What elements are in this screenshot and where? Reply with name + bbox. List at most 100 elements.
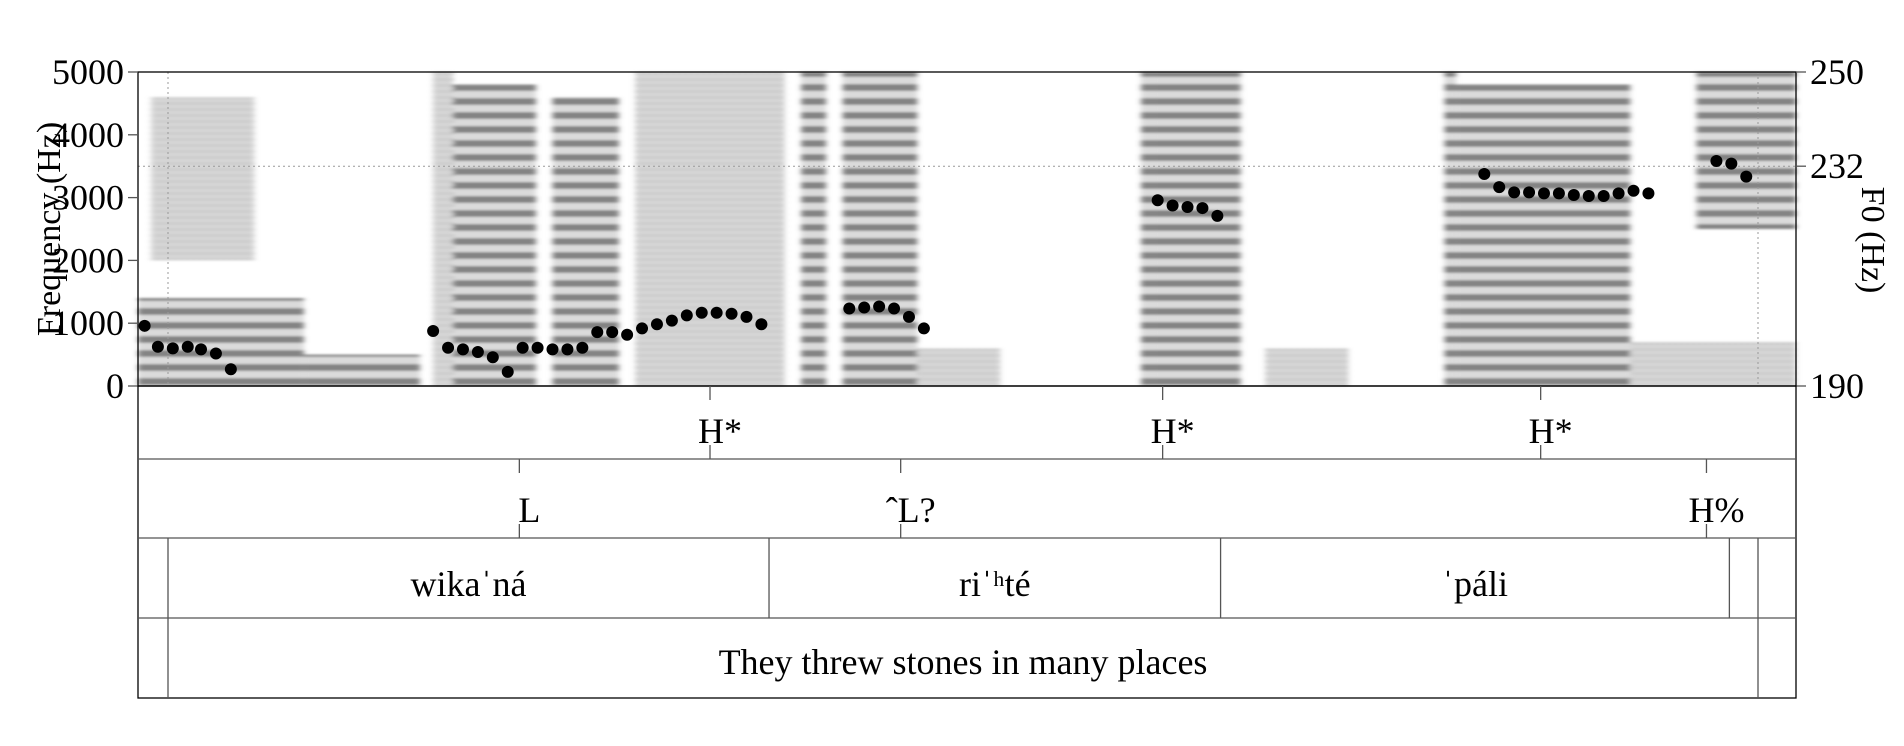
frequency-axis: 0 1000 2000 3000 4000 5000 [52, 52, 138, 406]
f0-point [606, 326, 619, 339]
f0-tick-label: 232 [1810, 146, 1864, 186]
translation-text: They threw stones in many places [719, 642, 1208, 682]
f0-point [224, 363, 237, 376]
f0-axis: 190 232 250 [1796, 52, 1864, 406]
f0-point [1493, 181, 1506, 194]
f0-point [917, 322, 930, 335]
f0-point [1597, 190, 1610, 203]
f0-point [873, 300, 886, 313]
f0-point [427, 325, 440, 338]
boundary-tone-tier: L ˆL? H% [518, 459, 1744, 538]
f0-point [902, 310, 915, 323]
f0-point [1710, 154, 1723, 167]
f0-point [695, 306, 708, 319]
f0-point [209, 347, 222, 360]
tone-label: H* [1151, 411, 1195, 451]
spectrogram-band [1456, 84, 1631, 386]
boundary-label: ˆL? [886, 490, 936, 530]
f0-tick-label: 250 [1810, 52, 1864, 92]
spectrogram-band [1696, 72, 1796, 229]
tone-label: H* [1529, 411, 1573, 451]
spectrogram-band [453, 84, 536, 386]
f0-point [1181, 201, 1194, 214]
word-tier: wikaˈná riˈʰté ˈpáli [167, 538, 1759, 618]
frequency-tick-label: 5000 [52, 52, 124, 92]
f0-point [1567, 188, 1580, 201]
word-label: wikaˈná [411, 564, 527, 604]
spectrogram-band [635, 72, 785, 386]
tier-frame [137, 385, 1797, 699]
spectrogram-band [433, 72, 454, 386]
f0-point [888, 302, 901, 315]
frequency-axis-title: Frequency (Hz) [31, 122, 68, 336]
tone-tier: H* H* H* [698, 386, 1573, 459]
f0-point [1642, 187, 1655, 200]
f0-point [531, 341, 544, 354]
spectrogram-band [552, 97, 619, 387]
f0-point [636, 322, 649, 335]
tone-label: H* [698, 411, 742, 451]
boundary-label: L [518, 490, 540, 530]
spectrogram-band [801, 72, 827, 386]
frequency-tick-label: 2000 [52, 240, 124, 280]
spectrogram-band [842, 72, 918, 386]
f0-point [471, 345, 484, 358]
f0-point [665, 314, 678, 327]
f0-point [181, 340, 194, 353]
f0-point [138, 319, 151, 332]
f0-point [1552, 187, 1565, 200]
spectrogram-band [1444, 72, 1457, 386]
frequency-tick-label: 1000 [52, 303, 124, 343]
f0-point [755, 318, 768, 331]
f0-point [1523, 186, 1536, 199]
f0-point [858, 301, 871, 314]
f0-point [740, 310, 753, 323]
f0-point [1537, 187, 1550, 200]
spectrogram-band [1630, 342, 1796, 386]
f0-point [561, 343, 574, 356]
f0-tick-label: 190 [1810, 366, 1864, 406]
f0-point [1627, 184, 1640, 197]
f0-point [650, 318, 663, 331]
f0-point [576, 341, 589, 354]
annotation-tiers: H* H* H* L ˆL? H% wikaˈná riˈʰté ˈpáli They th… [137, 385, 1797, 699]
f0-point [591, 326, 604, 339]
spectrogram-energy [138, 72, 1796, 387]
f0-point [1211, 209, 1224, 222]
frequency-tick-label: 3000 [52, 178, 124, 218]
f0-point [1196, 202, 1209, 215]
spectrogram-band [1141, 72, 1153, 386]
f0-point [516, 341, 529, 354]
f0-point [1166, 199, 1179, 212]
translation-tier: They threw stones in many places [167, 618, 1759, 698]
f0-point [151, 340, 164, 353]
f0-point [166, 342, 179, 355]
f0-point [442, 341, 455, 354]
f0-point [501, 365, 514, 378]
spectrogram-band [1265, 348, 1349, 386]
spectrogram-band [138, 298, 304, 386]
f0-point [1725, 157, 1738, 170]
frequency-tick-label: 0 [106, 366, 124, 406]
spectrogram-band [303, 354, 420, 386]
f0-point [725, 307, 738, 320]
f0-point [456, 343, 469, 356]
spectrogram-band [917, 348, 1001, 386]
f0-point [486, 351, 499, 364]
frequency-tick-label: 4000 [52, 115, 124, 155]
spectrogram-band [151, 97, 255, 261]
boundary-label: H% [1688, 490, 1744, 530]
word-label: ˈpáli [1442, 564, 1508, 604]
f0-point [843, 302, 856, 315]
f0-point [1478, 168, 1491, 181]
f0-axis-title: F0 (Hz) [1854, 187, 1891, 294]
f0-point [621, 328, 634, 341]
f0-point [1151, 194, 1164, 207]
f0-point [1508, 186, 1521, 199]
f0-point [195, 343, 208, 356]
f0-point [546, 343, 559, 356]
f0-point [710, 306, 723, 319]
f0-point [1612, 187, 1625, 200]
spectrogram-panel [137, 71, 1797, 387]
